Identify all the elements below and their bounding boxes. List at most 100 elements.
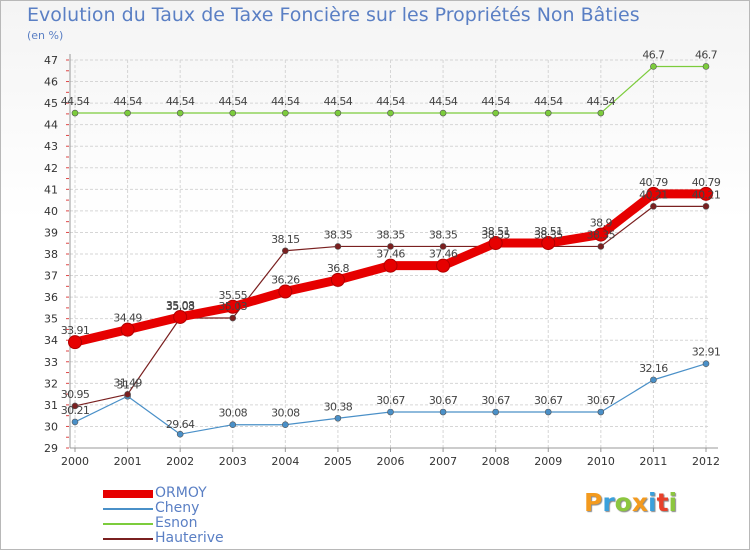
legend-label: Hauterive: [155, 530, 224, 546]
y-tick-label: 30: [44, 420, 58, 433]
data-point-cheny: [334, 414, 342, 422]
x-tick-label: 2010: [587, 455, 615, 468]
y-tick-label: 29: [44, 442, 58, 455]
data-label-esnon: 44.54: [166, 95, 195, 108]
y-tick-label: 37: [44, 270, 58, 283]
data-point-hauterive: [387, 243, 394, 250]
y-tick-label: 41: [44, 183, 58, 196]
data-label-cheny: 30.38: [324, 400, 353, 413]
data-label-esnon: 44.54: [429, 95, 458, 108]
chart-legend: ORMOY Cheny Esnon Hauterive: [103, 486, 283, 546]
legend-swatch: [103, 538, 153, 540]
legend-item-hauterive: Hauterive: [103, 531, 283, 546]
y-tick-label: 45: [44, 97, 58, 110]
data-point-cheny: [439, 408, 447, 416]
x-tick-label: 2003: [219, 455, 247, 468]
data-label-esnon: 44.54: [481, 95, 510, 108]
proxiti-logo: Proxiti: [584, 488, 677, 517]
data-label-ormoy: 38.51: [534, 225, 563, 238]
data-point-esnon: [597, 109, 605, 117]
data-label-ormoy: 34.49: [113, 312, 142, 325]
y-tick-label: 43: [44, 140, 58, 153]
y-tick-label: 39: [44, 226, 58, 239]
data-label-hauterive: 35.03: [219, 300, 248, 313]
x-tick-label: 2009: [534, 455, 562, 468]
data-label-esnon: 44.54: [376, 95, 405, 108]
data-label-ormoy: 35.55: [219, 289, 248, 302]
data-label-esnon: 44.54: [324, 95, 353, 108]
x-tick-label: 2011: [639, 455, 667, 468]
data-point-ormoy: [436, 258, 451, 273]
data-point-cheny: [71, 418, 79, 426]
data-point-hauterive: [334, 243, 342, 250]
data-label-cheny: 30.67: [534, 394, 563, 407]
logo-letter: i: [668, 488, 678, 517]
y-tick-label: 42: [44, 162, 58, 175]
data-label-cheny: 30.67: [587, 394, 616, 407]
legend-swatch: [103, 490, 153, 498]
data-point-esnon: [124, 109, 131, 117]
data-point-esnon: [176, 109, 184, 117]
data-point-cheny: [492, 408, 499, 416]
logo-letter: P: [584, 488, 603, 517]
data-point-hauterive: [229, 314, 237, 322]
data-point-ormoy: [383, 258, 398, 273]
data-label-cheny: 32.16: [639, 362, 668, 375]
data-point-esnon: [650, 63, 657, 70]
x-tick-label: 2000: [61, 455, 89, 468]
data-label-ormoy: 35.08: [166, 299, 195, 312]
data-label-esnon: 44.54: [219, 95, 248, 108]
legend-item-esnon: Esnon: [103, 516, 283, 531]
data-label-hauterive: 38.35: [376, 228, 405, 241]
data-label-hauterive: 40.21: [639, 188, 668, 201]
x-tick-label: 2004: [271, 455, 299, 468]
data-label-cheny: 32.91: [692, 346, 721, 359]
data-label-cheny: 30.08: [219, 407, 248, 420]
data-point-esnon: [439, 109, 447, 117]
logo-letter: t: [656, 488, 669, 517]
x-tick-label: 2002: [166, 455, 194, 468]
data-label-cheny: 30.21: [61, 404, 90, 417]
legend-swatch: [103, 523, 153, 525]
data-point-esnon: [229, 109, 237, 117]
data-label-hauterive: 40.21: [692, 188, 721, 201]
data-label-cheny: 30.67: [481, 394, 510, 407]
logo-letter: r: [602, 488, 615, 517]
data-point-ormoy: [278, 284, 293, 299]
y-tick-label: 44: [44, 119, 58, 132]
legend-label: Cheny: [155, 500, 200, 516]
data-point-ormoy: [699, 186, 713, 201]
data-point-ormoy: [541, 236, 556, 251]
data-label-hauterive: 31.49: [113, 376, 142, 389]
data-label-hauterive: 38.35: [324, 228, 353, 241]
y-axis-unit-label: (en %): [27, 29, 64, 42]
chart-title: Evolution du Taux de Taxe Foncière sur l…: [27, 4, 640, 26]
data-label-ormoy: 36.8: [327, 262, 350, 275]
data-point-esnon: [544, 109, 552, 117]
data-point-ormoy: [646, 186, 661, 201]
y-tick-label: 38: [44, 248, 58, 261]
data-label-hauterive: 38.35: [534, 228, 563, 241]
y-tick-label: 33: [44, 356, 58, 369]
y-tick-label: 34: [44, 334, 58, 347]
data-label-ormoy: 40.79: [692, 176, 721, 189]
data-label-hauterive: 30.95: [61, 388, 90, 401]
data-label-ormoy: 37.46: [376, 248, 405, 261]
data-label-esnon: 44.54: [534, 95, 563, 108]
legend-label: Esnon: [155, 515, 198, 531]
data-point-ormoy: [120, 322, 135, 337]
data-point-esnon: [387, 109, 394, 117]
data-label-ormoy: 33.91: [61, 324, 90, 337]
data-point-ormoy: [330, 272, 345, 287]
y-tick-label: 40: [44, 205, 58, 218]
data-point-ormoy: [173, 309, 188, 324]
data-point-esnon: [334, 109, 342, 117]
data-label-cheny: 29.64: [166, 418, 195, 431]
data-label-hauterive: 38.35: [429, 228, 458, 241]
data-point-hauterive: [124, 391, 131, 398]
data-label-ormoy: 40.79: [639, 176, 668, 189]
data-point-cheny: [544, 408, 552, 416]
x-tick-label: 2012: [692, 455, 720, 468]
data-point-hauterive: [597, 243, 605, 250]
